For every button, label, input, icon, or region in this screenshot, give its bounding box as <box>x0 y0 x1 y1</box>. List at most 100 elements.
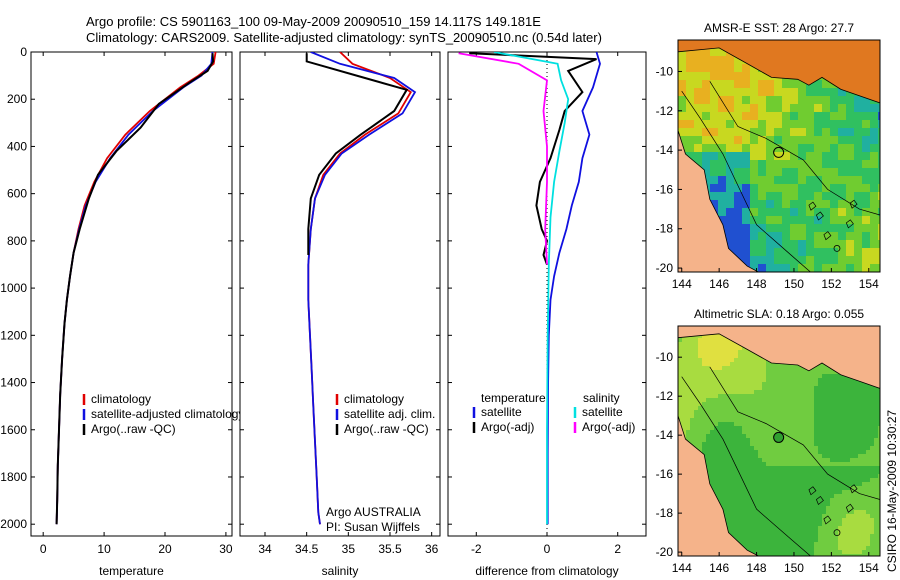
sla-map-cell <box>762 414 766 418</box>
sla-map-cell <box>782 430 786 434</box>
sst-map-cell <box>726 64 734 72</box>
sla-map-cell <box>686 362 690 366</box>
sla-map-cell <box>810 394 814 398</box>
sst-map-cell <box>726 96 734 104</box>
sla-map-cell <box>714 466 718 470</box>
sst-map-cell <box>814 144 822 152</box>
sla-map-cell <box>742 450 746 454</box>
sla-map-cell <box>874 394 878 398</box>
sst-map-cell <box>846 160 854 168</box>
sst-map-cell <box>830 112 838 120</box>
sla-map-cell <box>790 382 794 386</box>
sla-map-cell <box>786 462 790 466</box>
sla-map-cell <box>846 550 850 554</box>
sla-map-cell <box>858 498 862 502</box>
sst-map-cell <box>734 160 742 168</box>
sst-map-cell <box>830 136 838 144</box>
sla-map-cell <box>862 474 866 478</box>
sla-map-cell <box>794 522 798 526</box>
sla-map-cell <box>822 478 826 482</box>
sst-map-cell <box>694 88 702 96</box>
sla-map-cell <box>846 446 850 450</box>
sst-map-cell <box>806 240 814 248</box>
sla-map-cell <box>834 482 838 486</box>
sla-map-cell <box>686 386 690 390</box>
sst-map-cell <box>870 112 878 120</box>
sla-map-cell <box>754 458 758 462</box>
sst-map-cell <box>702 80 710 88</box>
sla-map-cell <box>770 458 774 462</box>
sla-map-cell <box>850 430 854 434</box>
sst-map-cell <box>862 136 870 144</box>
sla-map-cell <box>790 406 794 410</box>
sst-map-cell <box>726 240 734 248</box>
sla-map-cell <box>790 474 794 478</box>
sla-map-cell <box>710 466 714 470</box>
sst-map-cell <box>710 80 718 88</box>
sla-map-cell <box>798 462 802 466</box>
sla-map-cell <box>786 402 790 406</box>
sst-map-ytick-label: -14 <box>656 143 674 157</box>
sst-map-cell <box>798 152 806 160</box>
sla-map-cell <box>734 462 738 466</box>
temperature-ytick-label: 0 <box>20 45 27 59</box>
sla-map-cell <box>730 466 734 470</box>
sla-map-cell <box>782 370 786 374</box>
sst-map-cell <box>862 120 870 128</box>
sla-map-cell <box>822 498 826 502</box>
sla-map-cell <box>790 390 794 394</box>
sla-map-cell <box>746 538 750 542</box>
sla-map-cell <box>858 438 862 442</box>
sst-map-cell <box>830 144 838 152</box>
sst-map-cell <box>790 184 798 192</box>
sla-map-cell <box>698 346 702 350</box>
sla-map-cell <box>846 382 850 386</box>
sst-map-cell <box>718 136 726 144</box>
sst-map-cell <box>742 216 750 224</box>
sla-map-cell <box>794 538 798 542</box>
sla-map-cell <box>762 538 766 542</box>
sla-map-cell <box>822 514 826 518</box>
sla-map-cell <box>830 486 834 490</box>
sla-map-cell <box>742 526 746 530</box>
sst-map-cell <box>854 224 862 232</box>
sla-map-cell <box>726 442 730 446</box>
sla-map-cell <box>726 398 730 402</box>
sla-map-cell <box>758 462 762 466</box>
sst-map-cell <box>758 96 766 104</box>
sla-map-cell <box>778 510 782 514</box>
sla-map-cell <box>730 522 734 526</box>
sla-map-cell <box>778 542 782 546</box>
sla-map-cell <box>854 534 858 538</box>
sla-map-cell <box>878 554 880 556</box>
sla-map-cell <box>814 422 818 426</box>
sla-map-cell <box>878 410 880 414</box>
sla-map-cell <box>774 394 778 398</box>
sla-map-cell <box>690 358 694 362</box>
sst-map-cell <box>822 224 830 232</box>
sst-map-cell <box>854 240 862 248</box>
sst-map-cell <box>846 112 854 120</box>
sla-map-cell <box>822 454 826 458</box>
sst-map-cell <box>710 104 718 112</box>
sla-map-cell <box>754 414 758 418</box>
sla-map-cell <box>862 410 866 414</box>
sla-map-cell <box>862 498 866 502</box>
sst-map-cell <box>766 192 774 200</box>
sst-map-cell <box>790 112 798 120</box>
sla-map-cell <box>734 510 738 514</box>
sst-map-cell <box>750 256 758 264</box>
sla-map-cell <box>774 538 778 542</box>
sla-map-cell <box>818 398 822 402</box>
sla-map-cell <box>754 418 758 422</box>
sst-map-xtick-label: 152 <box>821 277 841 291</box>
sla-map-cell <box>854 486 858 490</box>
sla-map-cell <box>838 410 842 414</box>
sla-map-cell <box>746 442 750 446</box>
sst-map-cell <box>814 128 822 136</box>
sla-map-cell <box>874 470 878 474</box>
sla-map-cell <box>842 454 846 458</box>
sla-map-cell <box>834 506 838 510</box>
sla-map-cell <box>782 490 786 494</box>
sst-map-cell <box>742 176 750 184</box>
